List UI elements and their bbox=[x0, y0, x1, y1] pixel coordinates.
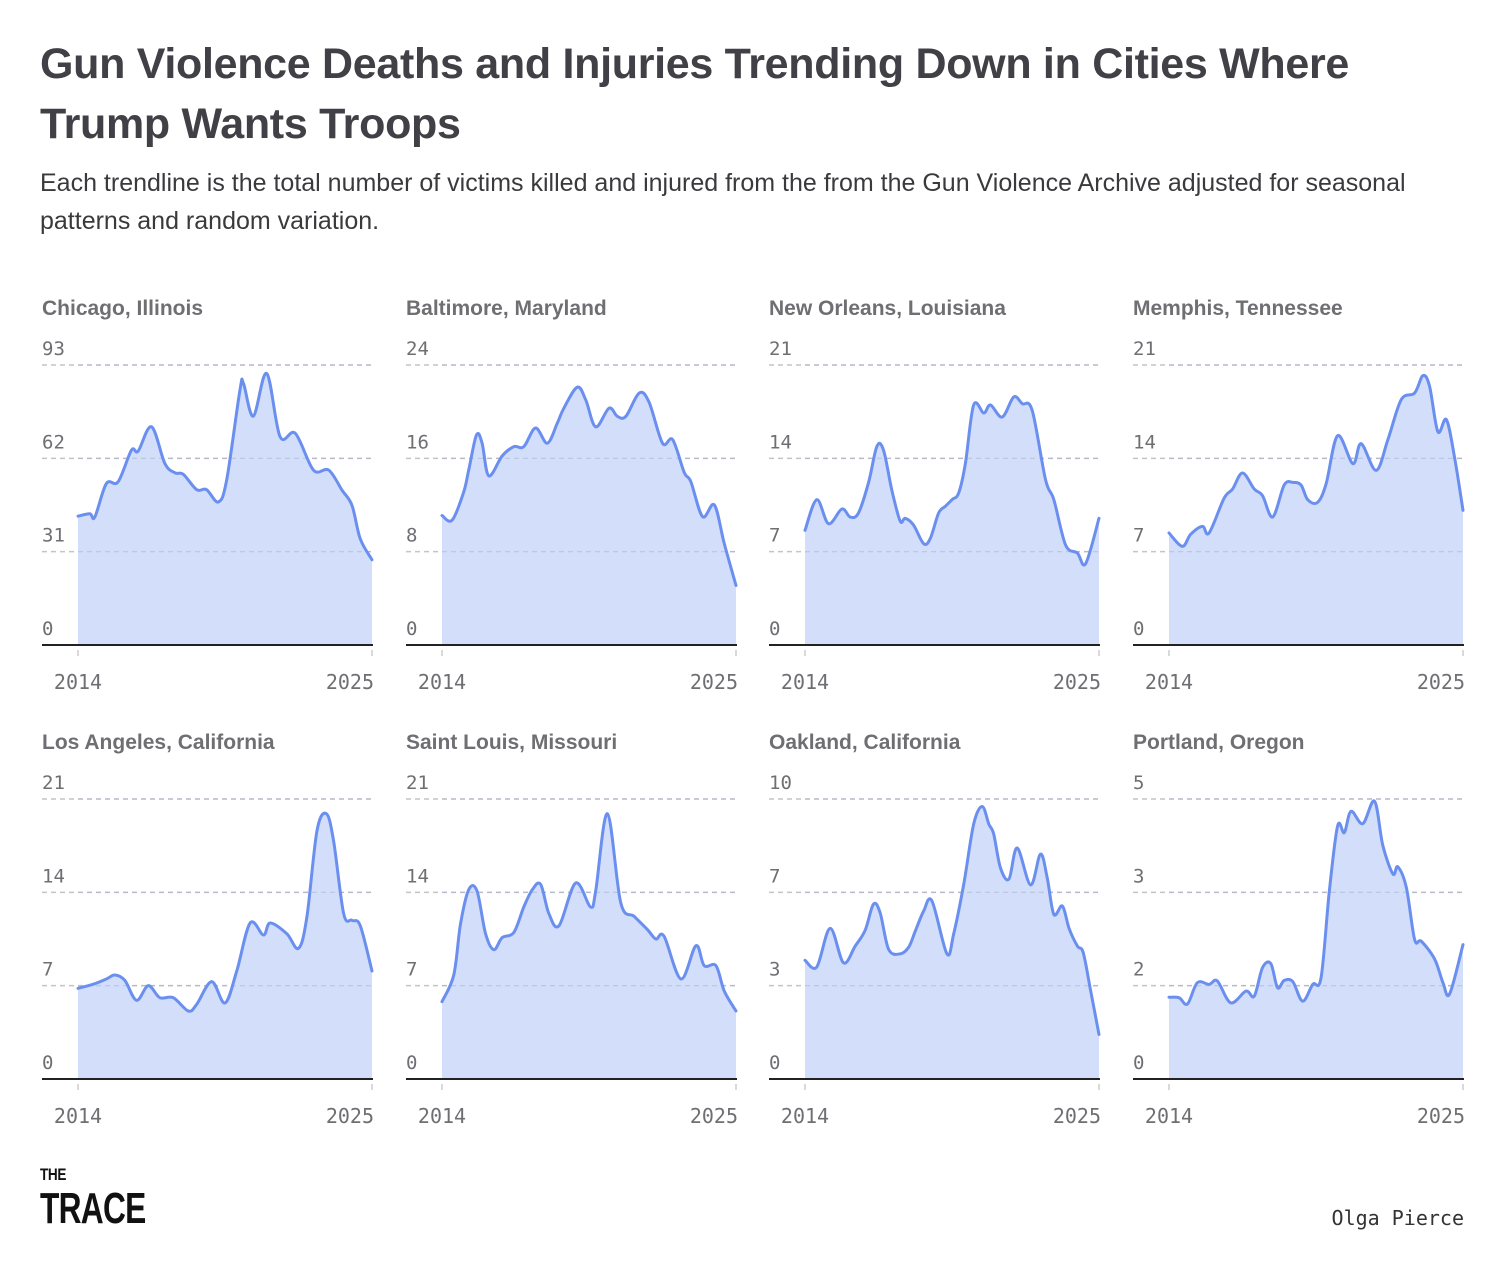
y-tick-label: 7 bbox=[1133, 525, 1144, 547]
y-tick-label: 2 bbox=[1133, 959, 1144, 981]
area-fill bbox=[442, 387, 736, 645]
y-tick-label: 21 bbox=[42, 772, 65, 794]
y-tick-label: 0 bbox=[1133, 1052, 1144, 1074]
y-tick-label: 0 bbox=[406, 1052, 417, 1074]
panel-title: Baltimore, Maryland bbox=[406, 297, 607, 320]
y-tick-label: 10 bbox=[769, 772, 792, 794]
x-tick-label: 2014 bbox=[54, 670, 102, 694]
chart-panel: Chicago, Illinois 0 31 62 93 2014 2025 bbox=[42, 297, 374, 694]
trend-line bbox=[1167, 799, 1465, 1006]
chart-panel: Oakland, California 0 3 7 10 2014 2025 bbox=[769, 731, 1101, 1128]
x-tick-label: 2025 bbox=[326, 1104, 374, 1128]
chart-panel: Los Angeles, California 0 7 14 21 2014 2025 bbox=[42, 731, 374, 1128]
x-tick-label: 2025 bbox=[1417, 1104, 1465, 1128]
y-tick-label: 21 bbox=[1133, 338, 1156, 360]
y-tick-label: 7 bbox=[406, 959, 417, 981]
chart-panel: Saint Louis, Missouri 0 7 14 21 2014 2025 bbox=[406, 731, 738, 1128]
area-fill bbox=[78, 813, 372, 1079]
x-tick-label: 2025 bbox=[1417, 670, 1465, 694]
x-tick-label: 2014 bbox=[1145, 670, 1193, 694]
panel-title: Portland, Oregon bbox=[1133, 731, 1305, 754]
trend-line bbox=[76, 811, 374, 1013]
y-tick-label: 7 bbox=[42, 959, 53, 981]
y-tick-label: 8 bbox=[406, 525, 417, 547]
x-tick-label: 2014 bbox=[418, 670, 466, 694]
trend-line bbox=[1167, 373, 1465, 548]
y-tick-label: 14 bbox=[42, 865, 65, 887]
area-fill bbox=[1169, 375, 1463, 645]
x-tick-label: 2025 bbox=[1053, 670, 1101, 694]
author-credit: Olga Pierce bbox=[1331, 1206, 1464, 1230]
trend-line bbox=[803, 805, 1101, 1036]
x-tick-label: 2025 bbox=[326, 670, 374, 694]
x-tick-label: 2014 bbox=[418, 1104, 466, 1128]
x-tick-label: 2014 bbox=[54, 1104, 102, 1128]
x-tick-label: 2014 bbox=[781, 1104, 829, 1128]
x-tick-label: 2025 bbox=[690, 1104, 738, 1128]
area-fill bbox=[78, 373, 372, 645]
y-tick-label: 31 bbox=[42, 525, 65, 547]
y-tick-label: 3 bbox=[769, 959, 780, 981]
panel-title: Los Angeles, California bbox=[42, 731, 275, 754]
trend-line bbox=[440, 385, 738, 587]
y-tick-label: 3 bbox=[1133, 865, 1144, 887]
y-tick-label: 14 bbox=[1133, 431, 1156, 453]
y-tick-label: 0 bbox=[769, 1052, 780, 1074]
trend-line bbox=[803, 395, 1101, 567]
y-tick-label: 21 bbox=[406, 772, 429, 794]
panel-title: Memphis, Tennessee bbox=[1133, 297, 1343, 320]
x-tick-label: 2025 bbox=[690, 670, 738, 694]
y-tick-label: 62 bbox=[42, 431, 65, 453]
y-tick-label: 93 bbox=[42, 338, 65, 360]
chart-title: Gun Violence Deaths and Injuries Trendin… bbox=[40, 40, 1350, 148]
y-tick-label: 16 bbox=[406, 431, 429, 453]
x-tick-label: 2025 bbox=[1053, 1104, 1101, 1128]
chart-subtitle: Each trendline is the total number of vi… bbox=[40, 169, 1406, 235]
panel-title: New Orleans, Louisiana bbox=[769, 297, 1006, 320]
chart-panel: Memphis, Tennessee 0 7 14 21 2014 2025 bbox=[1133, 297, 1465, 694]
the-trace-logo: THE TRACE bbox=[40, 1166, 187, 1232]
chart-panel: Baltimore, Maryland 0 8 16 24 2014 2025 bbox=[406, 297, 738, 694]
trend-line bbox=[440, 812, 738, 1013]
y-tick-label: 14 bbox=[406, 865, 429, 887]
panel-title: Chicago, Illinois bbox=[42, 297, 203, 320]
area-fill bbox=[805, 396, 1099, 645]
trend-line bbox=[76, 371, 374, 562]
panel-title: Saint Louis, Missouri bbox=[406, 731, 617, 754]
logo-line-2: TRACE bbox=[40, 1184, 146, 1233]
y-tick-label: 0 bbox=[406, 618, 417, 640]
chart-panel: Portland, Oregon 0 2 3 5 2014 2025 bbox=[1133, 731, 1465, 1128]
y-tick-label: 21 bbox=[769, 338, 792, 360]
y-tick-label: 0 bbox=[42, 1052, 53, 1074]
area-fill bbox=[442, 813, 736, 1079]
y-tick-label: 7 bbox=[769, 525, 780, 547]
x-tick-label: 2014 bbox=[1145, 1104, 1193, 1128]
y-tick-label: 7 bbox=[769, 865, 780, 887]
y-tick-label: 24 bbox=[406, 338, 429, 360]
logo-line-1: THE bbox=[40, 1165, 66, 1184]
y-tick-label: 0 bbox=[769, 618, 780, 640]
y-tick-label: 0 bbox=[42, 618, 53, 640]
y-tick-label: 0 bbox=[1133, 618, 1144, 640]
x-tick-label: 2014 bbox=[781, 670, 829, 694]
chart-panel: New Orleans, Louisiana 0 7 14 21 2014 2025 bbox=[769, 297, 1101, 694]
y-tick-label: 14 bbox=[769, 431, 792, 453]
y-tick-label: 5 bbox=[1133, 772, 1144, 794]
panel-title: Oakland, California bbox=[769, 731, 961, 754]
